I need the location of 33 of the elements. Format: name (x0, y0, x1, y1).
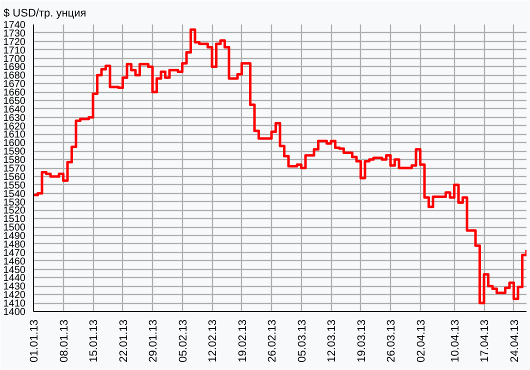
y-tick-label: 1550 (3, 180, 26, 192)
y-tick-label: 1470 (3, 248, 26, 259)
x-tick-label: 15.01.13 (88, 319, 100, 362)
chart-title: $ USD/тр. унция (4, 8, 86, 20)
y-tick-label: 1560 (3, 172, 26, 183)
x-tick-label: 19.02.13 (236, 319, 249, 362)
x-tick-label: 26.03.13 (386, 319, 398, 362)
y-tick-label: 1540 (3, 188, 26, 200)
x-tick-label: 22.01.13 (118, 319, 130, 362)
x-tick-label: 08.01.13 (58, 319, 70, 362)
y-tick-label: 1740 (3, 20, 26, 31)
x-tick-label: 17.04.13 (479, 319, 491, 362)
y-tick-label: 1730 (3, 28, 26, 40)
y-tick-label: 1480 (3, 239, 26, 250)
y-tick-label: 1650 (3, 96, 26, 107)
x-tick-label: 29.01.13 (148, 319, 160, 362)
x-tick-label: 26.02.13 (266, 319, 278, 362)
y-tick-label: 1720 (3, 36, 26, 48)
y-tick-label: 1570 (3, 164, 26, 174)
x-tick-label: 12.03.13 (326, 319, 338, 362)
x-tick-label: 05.02.13 (177, 319, 190, 362)
y-tick-label: 1710 (3, 45, 26, 56)
y-tick-label: 1460 (3, 256, 26, 268)
x-tick-label: 24.04.13 (508, 319, 521, 362)
y-tick-label: 1640 (3, 104, 26, 116)
x-tick-label: 19.03.13 (356, 319, 368, 362)
x-tick-label: 02.04.13 (415, 319, 428, 362)
x-tick-label: 10.04.13 (449, 319, 462, 362)
x-tick-label: 01.01.13 (28, 319, 40, 362)
y-tick-label: 1400 (3, 307, 26, 318)
x-tick-label: 12.02.13 (207, 319, 219, 362)
x-tick-label: 05.03.13 (296, 319, 308, 362)
y-tick-label: 1630 (3, 112, 26, 124)
